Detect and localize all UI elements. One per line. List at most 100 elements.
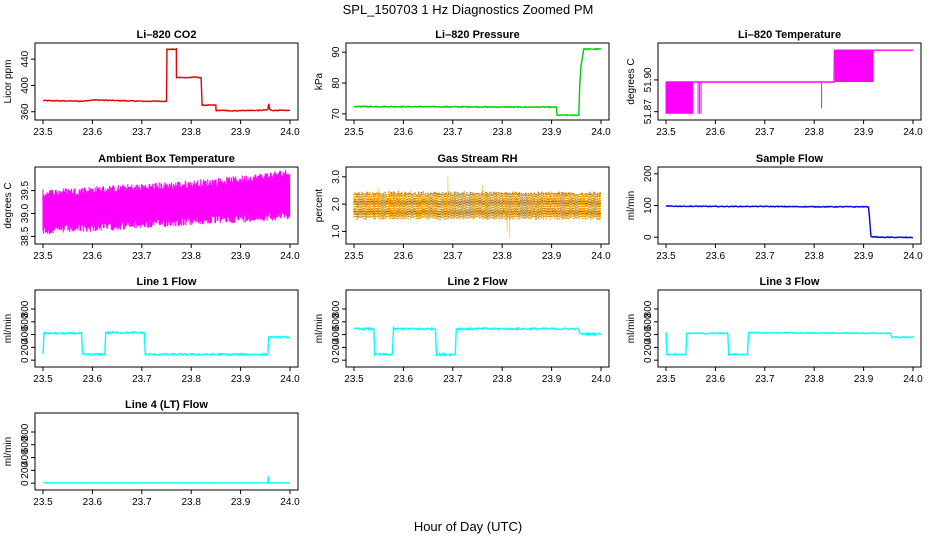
x-tick-label: 23.6 [706, 251, 726, 262]
x-tick-label: 23.9 [542, 374, 562, 385]
panel-2: Li–820 Pressure 23.5 23.6 23.7 23.8 23.9 24.0 7… [314, 29, 611, 138]
x-tick-label: 24.0 [591, 374, 611, 385]
panel-4: Ambient Box Temperature 23.5 23.6 23.7 23.8 2… [3, 153, 300, 262]
x-tick-label: 23.8 [804, 127, 824, 138]
plot-frame [345, 42, 610, 121]
y-axis-label: ml/min [314, 314, 325, 343]
x-tick-label: 24.0 [903, 374, 923, 385]
plot-frame [657, 166, 922, 245]
x-tick-label: 23.9 [231, 497, 251, 508]
y-tick-label: 800 [20, 300, 31, 317]
panel-grid: Li–820 CO2 23.5 23.6 23.7 23.8 23.9 24.0 360 400… [3, 29, 923, 508]
y-tick-label: 100 [643, 197, 654, 214]
y-tick-label: 400 [20, 326, 31, 343]
x-tick-label: 24.0 [280, 127, 300, 138]
plot-frame [657, 42, 922, 121]
y-tick-label: 0 [643, 234, 654, 240]
x-tick-label: 23.5 [656, 374, 676, 385]
y-tick-label: 400 [20, 77, 31, 94]
y-axis-label: ml/min [3, 314, 14, 343]
data-series-line [666, 49, 913, 83]
x-tick-label: 23.7 [755, 251, 775, 262]
x-tick-label: 23.5 [344, 374, 364, 385]
x-tick-label: 23.6 [83, 374, 103, 385]
x-tick-label: 23.8 [492, 127, 512, 138]
x-tick-label: 24.0 [591, 251, 611, 262]
y-axis-label: percent [314, 189, 325, 223]
x-tick-label: 23.5 [33, 374, 53, 385]
x-tick-label: 23.6 [83, 251, 103, 262]
panel-title: Line 3 Flow [760, 276, 820, 288]
x-tick-label: 23.8 [181, 374, 201, 385]
x-tick-label: 23.8 [181, 251, 201, 262]
panel-title: Gas Stream RH [437, 153, 517, 165]
x-tick-label: 24.0 [903, 127, 923, 138]
x-tick-label: 23.8 [804, 374, 824, 385]
x-tick-label: 23.7 [443, 127, 463, 138]
x-tick-label: 23.8 [492, 251, 512, 262]
x-tick-label: 23.9 [231, 127, 251, 138]
y-tick-label: 600 [20, 313, 31, 330]
data-series-line [42, 47, 290, 113]
data-spikes [665, 82, 694, 114]
x-tick-label: 23.6 [83, 497, 103, 508]
x-tick-label: 24.0 [280, 251, 300, 262]
y-tick-label: 200 [331, 339, 342, 356]
plot-frame [345, 289, 610, 368]
x-tick-label: 24.0 [903, 251, 923, 262]
x-tick-label: 23.7 [755, 127, 775, 138]
panel-9: Line 3 Flow 23.5 23.6 23.7 23.8 23.9 24.0 02004… [626, 276, 923, 385]
y-tick-label: 80 [331, 77, 342, 89]
y-tick-label: 600 [20, 436, 31, 453]
panel-title: Line 1 Flow [137, 276, 197, 288]
panel-title: Line 2 Flow [448, 276, 508, 288]
y-axis-label: kPa [314, 72, 325, 90]
x-tick-label: 23.9 [542, 251, 562, 262]
y-tick-label: 39.5 [20, 180, 31, 200]
x-tick-label: 24.0 [280, 497, 300, 508]
y-tick-label: 200 [20, 462, 31, 479]
plot-area [665, 331, 914, 357]
y-tick-label: 38.5 [20, 226, 31, 246]
y-tick-label: 51.87 [643, 99, 654, 124]
plot-area [665, 205, 914, 239]
y-tick-label: 1.0 [331, 224, 342, 238]
panel-10: Line 4 (LT) Flow 23.5 23.6 23.7 23.8 23.9 24.0… [3, 399, 300, 508]
y-axis-label: Licor ppm [3, 60, 14, 104]
x-tick-label: 23.9 [854, 127, 874, 138]
panel-title: Li–820 CO2 [137, 29, 197, 41]
y-tick-label: 51.90 [643, 67, 654, 92]
y-tick-label: 800 [643, 300, 654, 317]
x-tick-label: 23.9 [854, 251, 874, 262]
plot-frame [34, 412, 299, 491]
x-tick-label: 23.8 [181, 497, 201, 508]
x-tick-label: 23.7 [132, 127, 152, 138]
data-series-line [43, 476, 290, 484]
y-tick-label: 400 [331, 326, 342, 343]
plot-frame [34, 166, 299, 245]
plot-frame [34, 42, 299, 121]
x-tick-label: 23.5 [344, 127, 364, 138]
y-tick-label: 0 [20, 357, 31, 363]
y-tick-label: 600 [331, 313, 342, 330]
y-tick-label: 0 [643, 357, 654, 363]
panel-title: Li–820 Temperature [738, 29, 841, 41]
x-tick-label: 23.7 [443, 374, 463, 385]
y-tick-label: 39.0 [20, 203, 31, 223]
y-tick-label: 800 [20, 423, 31, 440]
x-tick-label: 24.0 [280, 374, 300, 385]
x-tick-label: 23.9 [854, 374, 874, 385]
plot-area [42, 47, 290, 113]
y-axis-label: ml/min [626, 191, 637, 220]
y-tick-label: 400 [643, 326, 654, 343]
panel-5: Gas Stream RH 23.5 23.6 23.7 23.8 23.9 24.0 1.0… [314, 153, 611, 262]
x-tick-label: 23.5 [656, 251, 676, 262]
data-band [42, 169, 291, 234]
x-tick-label: 23.6 [706, 374, 726, 385]
plot-area [353, 176, 601, 239]
x-tick-label: 23.9 [231, 374, 251, 385]
x-tick-label: 23.9 [542, 127, 562, 138]
x-tick-label: 23.7 [755, 374, 775, 385]
x-tick-label: 23.8 [804, 251, 824, 262]
y-tick-label: 600 [643, 313, 654, 330]
